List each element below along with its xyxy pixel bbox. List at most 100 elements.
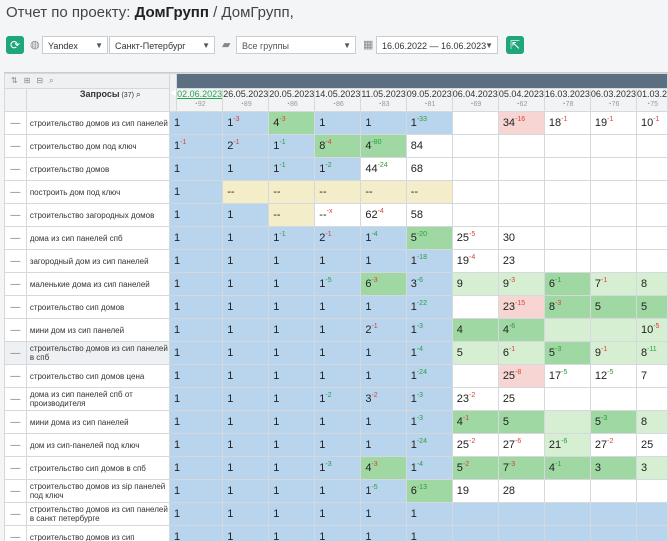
position-cell[interactable]: 1 [223, 480, 269, 503]
date-column-header[interactable]: 01.03.2◔75 [636, 89, 667, 112]
position-cell[interactable]: 28 [498, 480, 544, 503]
position-cell[interactable]: 5 [590, 296, 636, 319]
position-cell[interactable]: 8-4 [315, 135, 361, 158]
position-cell[interactable]: -- [406, 181, 452, 204]
position-cell[interactable]: -- [269, 181, 315, 204]
position-cell[interactable]: 1-4 [361, 227, 406, 250]
position-cell[interactable]: 3 [636, 457, 667, 480]
position-cell[interactable]: 9 [452, 273, 498, 296]
position-cell[interactable]: 25 [636, 434, 667, 457]
query-text[interactable]: дома из сип панелей спб от производителя [26, 388, 169, 411]
position-cell[interactable]: 25-5 [452, 227, 498, 250]
position-cell[interactable]: 1 [169, 204, 222, 227]
position-cell[interactable]: 1 [169, 319, 222, 342]
position-cell[interactable]: 19-4 [452, 250, 498, 273]
engine-select[interactable]: Yandex▼ [42, 36, 108, 54]
position-cell[interactable]: 4-3 [361, 457, 406, 480]
position-cell[interactable] [498, 181, 544, 204]
position-cell[interactable]: 5-2 [452, 457, 498, 480]
row-menu-button[interactable]: — [5, 181, 27, 204]
position-cell[interactable] [590, 227, 636, 250]
position-cell[interactable] [636, 158, 667, 181]
query-text[interactable]: мини дом из сип панелей [26, 319, 169, 342]
position-cell[interactable]: 1 [223, 342, 269, 365]
position-cell[interactable]: 1-3 [223, 112, 269, 135]
position-cell[interactable]: 2-1 [315, 227, 361, 250]
position-cell[interactable] [544, 411, 590, 434]
query-text[interactable]: строительство домов из сип панелей [26, 112, 169, 135]
position-cell[interactable]: 1-1 [169, 135, 222, 158]
expand-icon[interactable]: ⊞ [24, 76, 31, 85]
row-menu-button[interactable]: — [5, 388, 27, 411]
position-cell[interactable] [498, 135, 544, 158]
position-cell[interactable]: 18-1 [544, 112, 590, 135]
position-cell[interactable]: 6-1 [498, 342, 544, 365]
position-cell[interactable] [452, 112, 498, 135]
position-cell[interactable]: 10-1 [636, 112, 667, 135]
position-cell[interactable] [544, 319, 590, 342]
position-cell[interactable]: 1-3 [406, 319, 452, 342]
row-menu-button[interactable]: — [5, 204, 27, 227]
position-cell[interactable]: 1-3 [406, 411, 452, 434]
date-column-header[interactable]: 06.04.2023◔69 [452, 89, 498, 112]
query-text[interactable]: дома из сип панелей спб [26, 227, 169, 250]
position-cell[interactable]: 1 [223, 296, 269, 319]
position-cell[interactable]: 8-11 [636, 342, 667, 365]
position-cell[interactable] [590, 135, 636, 158]
position-cell[interactable]: 1 [269, 319, 315, 342]
position-cell[interactable]: 1 [169, 388, 222, 411]
position-cell[interactable] [452, 135, 498, 158]
position-cell[interactable]: 1 [269, 480, 315, 503]
position-cell[interactable] [544, 480, 590, 503]
row-menu-button[interactable]: — [5, 434, 27, 457]
position-cell[interactable]: 1 [269, 434, 315, 457]
position-cell[interactable]: 1 [223, 457, 269, 480]
position-cell[interactable]: 1 [315, 319, 361, 342]
query-text[interactable]: строительство дом под ключ [26, 135, 169, 158]
position-cell[interactable]: 1 [269, 411, 315, 434]
position-cell[interactable]: 84 [406, 135, 452, 158]
position-cell[interactable]: 1 [223, 365, 269, 388]
query-text[interactable]: строительство домов [26, 158, 169, 181]
date-column-header[interactable]: 11.05.2023◔83 [361, 89, 406, 112]
position-cell[interactable] [544, 250, 590, 273]
position-cell[interactable]: 5-3 [544, 342, 590, 365]
position-cell[interactable]: 4 [452, 319, 498, 342]
position-cell[interactable]: 1 [269, 342, 315, 365]
position-cell[interactable]: 1 [269, 526, 315, 541]
position-cell[interactable]: 23-2 [452, 388, 498, 411]
position-cell[interactable]: 5-3 [590, 411, 636, 434]
refresh-button[interactable]: ⟳ [6, 36, 24, 54]
position-cell[interactable]: 3-2 [361, 388, 406, 411]
query-text[interactable]: строительство домов из сип [26, 526, 169, 541]
position-cell[interactable]: 1 [223, 273, 269, 296]
row-menu-button[interactable]: — [5, 135, 27, 158]
position-cell[interactable]: 23 [498, 250, 544, 273]
date-column-header[interactable]: 16.03.2023◔78 [544, 89, 590, 112]
position-cell[interactable]: 4-6 [498, 319, 544, 342]
position-cell[interactable]: 1 [223, 434, 269, 457]
position-cell[interactable]: 25-8 [498, 365, 544, 388]
position-cell[interactable]: 1 [406, 526, 452, 541]
position-cell[interactable]: 1 [315, 434, 361, 457]
date-column-header[interactable]: 26.05.2023◔89 [223, 89, 269, 112]
date-column-header[interactable]: 06.03.2023◔76 [590, 89, 636, 112]
project-name[interactable]: ДомГрупп [135, 4, 209, 21]
position-cell[interactable]: 1 [361, 526, 406, 541]
position-cell[interactable]: 1 [315, 296, 361, 319]
position-cell[interactable]: 1 [406, 503, 452, 526]
query-text[interactable]: строительство сип домов [26, 296, 169, 319]
position-cell[interactable]: 1-4 [406, 342, 452, 365]
position-cell[interactable]: 1 [315, 526, 361, 541]
row-menu-button[interactable]: — [5, 411, 27, 434]
row-menu-button[interactable]: — [5, 480, 27, 503]
date-column-header[interactable]: 09.05.2023◔81 [406, 89, 452, 112]
row-menu-button[interactable]: — [5, 112, 27, 135]
row-menu-button[interactable]: — [5, 503, 27, 526]
position-cell[interactable]: 1-3 [406, 388, 452, 411]
position-cell[interactable]: 1 [361, 342, 406, 365]
row-menu-button[interactable]: — [5, 296, 27, 319]
position-cell[interactable]: -- [269, 204, 315, 227]
position-cell[interactable]: 1-24 [406, 365, 452, 388]
position-cell[interactable]: 1 [223, 227, 269, 250]
